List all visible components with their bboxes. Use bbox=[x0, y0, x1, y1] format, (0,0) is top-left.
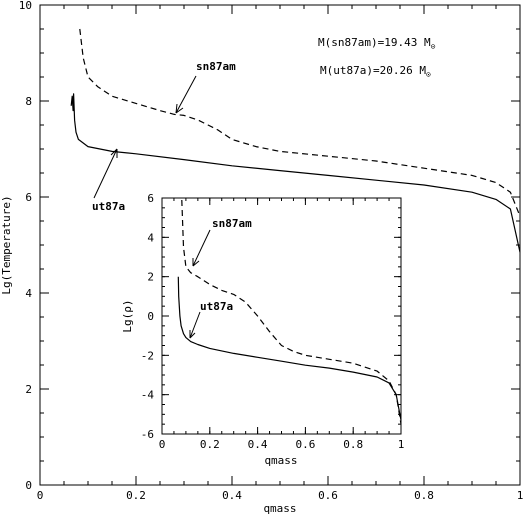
inset-y-tick-label: 0 bbox=[147, 310, 154, 323]
inset-series-ut87a bbox=[177, 276, 402, 421]
main-x-tick-label: 0.4 bbox=[222, 489, 242, 502]
inset-arrow-sn87am bbox=[192, 229, 211, 267]
inset-arrowhead-ut87a bbox=[189, 330, 196, 339]
inset-series bbox=[177, 199, 402, 425]
mass-label-ut87a: M(ut87a)=20.26 M⊙ bbox=[320, 64, 431, 79]
inset-chart: 0 0.2 0.4 0.6 0.8 1 -6 -4 -2 0 2 4 6 qmass Lg(ρ) sn8… bbox=[121, 192, 404, 467]
sun-symbol: ⊙ bbox=[431, 42, 436, 51]
inset-x-tick-label: 0.6 bbox=[295, 438, 315, 451]
inset-y-tick-label: 4 bbox=[147, 231, 154, 244]
inset-arrowhead-sn87am bbox=[192, 258, 200, 267]
mass-label-ut87a-text: M(ut87a)=20.26 M bbox=[320, 64, 426, 77]
main-y-tick-label: 8 bbox=[25, 95, 32, 108]
inset-y-tick-label: 2 bbox=[147, 271, 154, 284]
inset-annotation-ut87a: ut87a bbox=[200, 300, 233, 313]
main-y-tick-label: 0 bbox=[25, 479, 32, 492]
inset-x-tick-label: 1 bbox=[398, 438, 405, 451]
mass-label-sn87am-text: M(sn87am)=19.43 M bbox=[318, 36, 431, 49]
inset-ylabel: Lg(ρ) bbox=[121, 299, 134, 332]
inset-y-tick-label: -2 bbox=[141, 349, 154, 362]
main-arrow-ut87a bbox=[93, 148, 118, 199]
main-annotation-ut87a: ut87a bbox=[92, 200, 125, 213]
inset-annotation-sn87am: sn87am bbox=[212, 217, 252, 230]
main-y-tick-label: 4 bbox=[25, 287, 32, 300]
inset-y-tick-label: -4 bbox=[141, 389, 155, 402]
main-x-tick-label: 0.6 bbox=[318, 489, 338, 502]
inset-x-tick-label: 0.2 bbox=[200, 438, 220, 451]
inset-arrow-ut87a bbox=[189, 311, 201, 339]
inset-background bbox=[162, 198, 401, 434]
main-y-tick-label: 2 bbox=[25, 383, 32, 396]
inset-xlabel: qmass bbox=[264, 454, 297, 467]
inset-y-tick-label: 6 bbox=[147, 192, 154, 205]
inset-series-sn87am bbox=[181, 199, 402, 425]
main-arrowhead-sn87am bbox=[175, 103, 184, 114]
inset-y-tick-label: -6 bbox=[141, 428, 154, 441]
main-arrow-sn87am bbox=[175, 75, 197, 114]
inset-x-tick-label: 0 bbox=[159, 438, 166, 451]
main-x-tick-label: 1 bbox=[517, 489, 524, 502]
inset-ticks: 0 0.2 0.4 0.6 0.8 1 -6 -4 -2 0 2 4 6 bbox=[141, 192, 405, 451]
main-arrowhead-ut87a bbox=[110, 148, 118, 158]
inset-x-tick-label: 0.4 bbox=[248, 438, 268, 451]
main-x-tick-label: 0.8 bbox=[414, 489, 434, 502]
main-annotation-sn87am: sn87am bbox=[196, 60, 236, 73]
main-x-tick-label: 0 bbox=[37, 489, 44, 502]
main-x-tick-label: 0.2 bbox=[126, 489, 146, 502]
main-series-sn87am bbox=[79, 28, 521, 217]
main-series bbox=[70, 28, 521, 253]
mass-label-sn87am: M(sn87am)=19.43 M⊙ bbox=[318, 36, 436, 51]
main-y-tick-label: 6 bbox=[25, 191, 32, 204]
main-y-tick-label: 10 bbox=[19, 0, 32, 12]
main-ylabel: Lg(Temperature) bbox=[0, 195, 13, 294]
inset-x-tick-label: 0.8 bbox=[343, 438, 363, 451]
main-series-ut87a bbox=[70, 93, 521, 253]
sun-symbol: ⊙ bbox=[426, 70, 431, 79]
main-xlabel: qmass bbox=[263, 502, 296, 515]
